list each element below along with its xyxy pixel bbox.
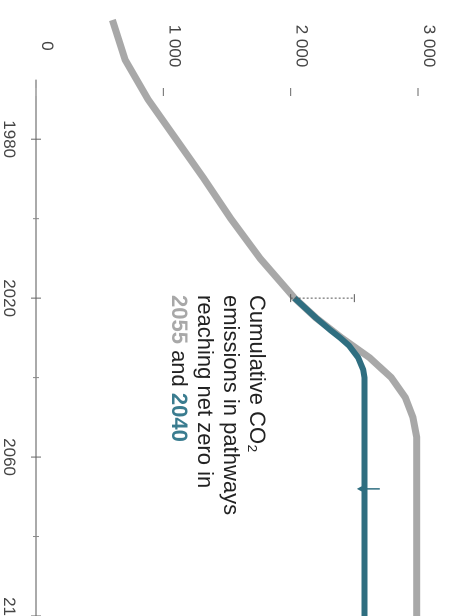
tick-labels: 0 1 000 2 000 3 000 1980 2020 2060 2100	[0, 25, 439, 616]
series-line-gray	[109, 18, 421, 616]
annotation-line-3: reaching net zero in	[193, 295, 218, 488]
chart-annotations-marks	[290, 294, 380, 494]
x-tick-label-1980: 1980	[0, 120, 19, 158]
series-line-teal	[292, 295, 368, 616]
x-tick-label-2060: 2060	[0, 438, 19, 476]
annotation-line-1: Cumulative CO₂	[245, 295, 270, 453]
y-tick-label-0: 0	[38, 41, 57, 50]
y-tick-label-1000: 1 000	[165, 25, 184, 68]
series-lines	[109, 18, 421, 616]
x-tick-label-2020: 2020	[0, 279, 19, 317]
y-tick-label-3000: 3 000	[420, 25, 439, 68]
annotation-year-2040: 2040	[167, 393, 192, 442]
annotation: Cumulative CO₂ emissions in pathways rea…	[167, 295, 270, 515]
annotation-and: and	[167, 344, 192, 393]
tick-marks	[31, 88, 419, 616]
arrow-head	[356, 483, 366, 494]
annotation-year-2055: 2055	[167, 295, 192, 344]
annotation-line-4: 2055 and 2040	[167, 295, 192, 442]
y-tick-label-2000: 2 000	[293, 25, 312, 68]
annotation-line-2: emissions in pathways	[219, 295, 244, 515]
x-tick-label-2100: 2100	[0, 597, 19, 616]
